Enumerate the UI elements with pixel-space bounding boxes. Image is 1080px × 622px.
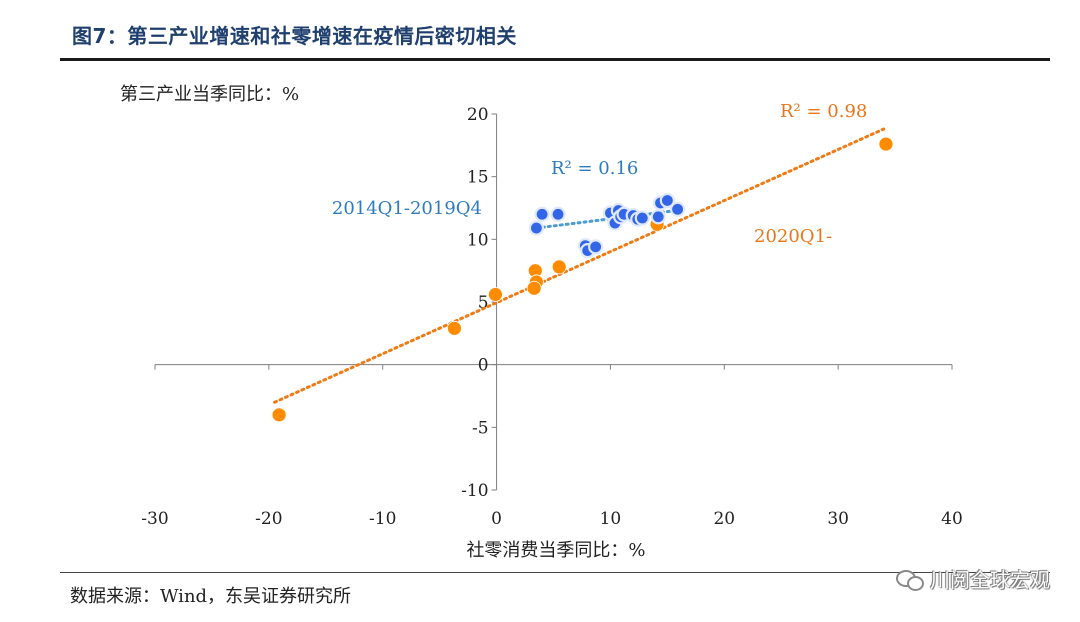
y-tick-label: 10 xyxy=(467,230,489,250)
points-group xyxy=(271,136,894,423)
point-2014-2019 xyxy=(550,206,566,222)
figure-title: 图7：第三产业增速和社零增速在疫情后密切相关 xyxy=(72,24,517,48)
top-rule xyxy=(60,58,1050,61)
x-tick-label: 40 xyxy=(941,509,963,529)
point-2014-2019 xyxy=(588,239,604,255)
wechat-icon xyxy=(896,568,924,591)
point-2020 xyxy=(878,136,894,152)
point-2020 xyxy=(488,287,503,302)
point-2014-2019 xyxy=(528,220,545,236)
point-2020 xyxy=(551,259,567,275)
point-2014-2019 xyxy=(650,209,666,225)
bottom-rule xyxy=(60,572,1050,573)
y-tick-label: 15 xyxy=(467,168,489,188)
x-tick-label: -10 xyxy=(369,509,396,529)
x-tick-label: 20 xyxy=(713,509,735,529)
source-note: 数据来源：Wind，东吴证券研究所 xyxy=(70,586,352,607)
y-tick-label: -5 xyxy=(472,418,489,438)
y-tick-label: -10 xyxy=(461,481,488,501)
r2-label-2020: R² = 0.98 xyxy=(780,101,867,122)
point-2014-2019 xyxy=(534,206,550,222)
x-tick-label: 30 xyxy=(827,509,849,529)
point-2014-2019 xyxy=(659,192,675,209)
x-tick-label: 10 xyxy=(600,509,622,529)
y-tick-label: 20 xyxy=(467,105,489,125)
axes-group xyxy=(154,113,953,491)
y-tick-label: 5 xyxy=(478,293,489,313)
point-2020 xyxy=(447,320,462,336)
point-2014-2019 xyxy=(670,201,686,217)
x-tick-label: -20 xyxy=(255,509,282,529)
watermark: 川阅全球宏观 xyxy=(896,564,1050,593)
x-tick-label: -30 xyxy=(141,509,168,529)
point-2014-2019 xyxy=(634,210,650,226)
labels-group: 第三产业当季同比：% 社零消费当季同比：% R² = 0.16 2014Q1-2019… xyxy=(120,84,867,561)
series-label-2014-2019: 2014Q1-2019Q4 xyxy=(332,198,482,219)
watermark-text: 川阅全球宏观 xyxy=(930,568,1050,592)
r2-label-2014-2019: R² = 0.16 xyxy=(551,158,638,179)
y-tick-label: 0 xyxy=(478,356,489,376)
point-2020 xyxy=(271,407,287,423)
point-2020 xyxy=(526,280,542,296)
trendline-2020 xyxy=(273,127,886,404)
x-axis-title: 社零消费当季同比：% xyxy=(466,540,645,561)
y-axis-title: 第三产业当季同比：% xyxy=(120,84,299,105)
x-tick-label: 0 xyxy=(491,509,502,529)
series-label-2020: 2020Q1- xyxy=(754,226,832,247)
